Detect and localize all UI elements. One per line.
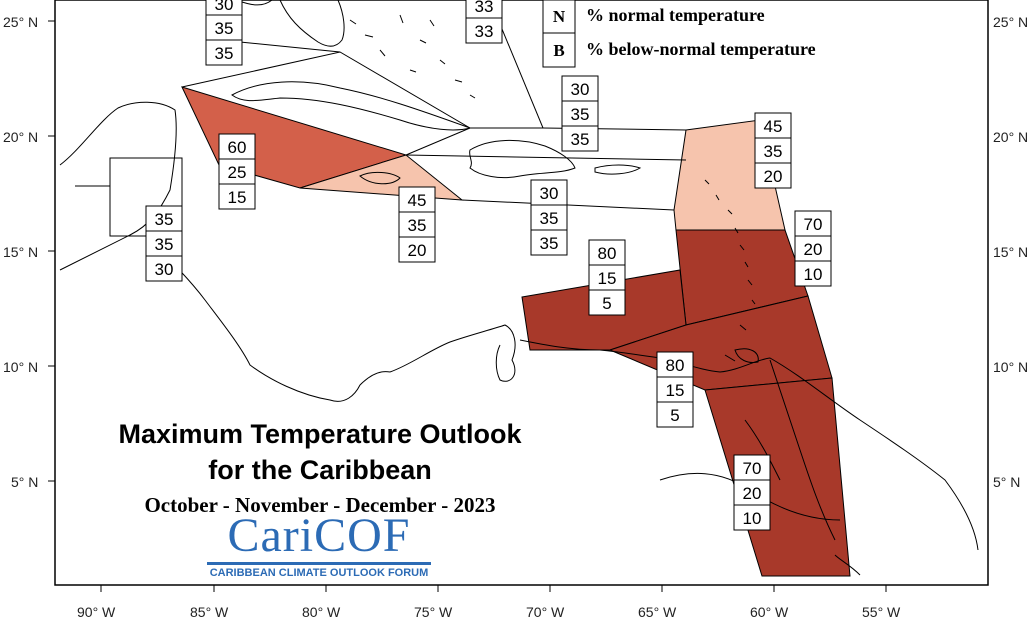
lon-label-90: 90° W bbox=[77, 604, 116, 620]
map-title-line2: for the Caribbean bbox=[208, 455, 432, 485]
lon-label-55: 55° W bbox=[862, 604, 901, 620]
lon-label-80: 80° W bbox=[302, 604, 341, 620]
lon-label-85: 85° W bbox=[190, 604, 229, 620]
prob-value: 5 bbox=[670, 406, 679, 425]
prob-box-jamaica: 45 35 20 bbox=[398, 186, 436, 263]
bahamas-islands bbox=[349, 14, 476, 99]
lesser-antilles bbox=[704, 179, 756, 362]
prob-box-abc-islands: 80 15 5 bbox=[588, 239, 626, 316]
prob-value: 70 bbox=[743, 459, 762, 478]
prob-value: 20 bbox=[408, 241, 427, 260]
florida-coast bbox=[235, 0, 345, 47]
lon-axis: 90° W 85° W 80° W 75° W 70° W 65° W 60° … bbox=[77, 585, 901, 620]
lat-label-5: 5° N bbox=[11, 474, 38, 490]
map-title-line1: Maximum Temperature Outlook bbox=[118, 419, 522, 449]
lat-label-15: 15° N bbox=[3, 244, 38, 260]
prob-value: 35 bbox=[540, 234, 559, 253]
lat-label-25: 25° N bbox=[3, 14, 38, 30]
prob-value: 45 bbox=[408, 191, 427, 210]
prob-value: 35 bbox=[408, 216, 427, 235]
lat-label-20-right: 20° N bbox=[993, 129, 1028, 145]
prob-box-belize: 35 35 30 bbox=[145, 205, 183, 282]
prob-value: 35 bbox=[215, 19, 234, 38]
legend-text-normal: % normal temperature bbox=[586, 5, 765, 25]
zone-guianas bbox=[704, 377, 851, 577]
probability-boxes: 30 35 35 33 33 30 35 35 60 25 15 35 bbox=[145, 0, 832, 531]
prob-value: 35 bbox=[571, 130, 590, 149]
prob-value: 15 bbox=[228, 188, 247, 207]
legend-key-normal: N bbox=[553, 7, 566, 26]
logo-tagline: CARIBBEAN CLIMATE OUTLOOK FORUM bbox=[209, 567, 429, 579]
prob-value: 15 bbox=[598, 269, 617, 288]
caricof-logo: CariCOF CARIBBEAN CLIMATE OUTLOOK FORUM bbox=[203, 512, 435, 579]
lat-label-20: 20° N bbox=[3, 129, 38, 145]
logo-divider bbox=[207, 562, 431, 565]
prob-value: 15 bbox=[666, 381, 685, 400]
lat-label-25-right: 25° N bbox=[993, 14, 1028, 30]
prob-value: 35 bbox=[540, 209, 559, 228]
prob-value: 60 bbox=[228, 138, 247, 157]
trinidad-coast bbox=[734, 348, 759, 363]
prob-value: 20 bbox=[743, 484, 762, 503]
legend-text-below: % below-normal temperature bbox=[586, 39, 816, 59]
prob-value: 35 bbox=[155, 210, 174, 229]
prob-value: 20 bbox=[764, 167, 783, 186]
prob-value: 33 bbox=[475, 22, 494, 41]
prob-value: 35 bbox=[215, 44, 234, 63]
prob-box-cayman: 60 25 15 bbox=[218, 133, 256, 210]
legend-key-below: B bbox=[553, 41, 564, 60]
lat-label-10-right: 10° N bbox=[993, 359, 1028, 375]
prob-value: 35 bbox=[571, 105, 590, 124]
coastlines bbox=[59, 0, 979, 576]
lon-label-75: 75° W bbox=[414, 604, 453, 620]
prob-value: 25 bbox=[228, 163, 247, 182]
prob-value: 35 bbox=[155, 235, 174, 254]
lon-label-60: 60° W bbox=[750, 604, 789, 620]
prob-box-turks-caicos: 30 35 35 bbox=[561, 75, 599, 152]
zone-boundaries bbox=[75, 0, 687, 237]
prob-value: 10 bbox=[743, 509, 762, 528]
central-america-coast bbox=[59, 101, 391, 402]
logo-wordmark: CariCOF bbox=[227, 509, 411, 562]
cuba-coast bbox=[231, 81, 472, 131]
lat-axis-left: 25° N 20° N 15° N 10° N 5° N bbox=[3, 14, 55, 490]
prob-value: 5 bbox=[602, 294, 611, 313]
prob-value: 20 bbox=[804, 240, 823, 259]
prob-value: 33 bbox=[475, 0, 494, 16]
hispaniola-coast bbox=[469, 139, 576, 179]
lat-label-10: 10° N bbox=[3, 359, 38, 375]
puerto-rico-coast bbox=[594, 164, 642, 175]
prob-value: 35 bbox=[764, 142, 783, 161]
map-frame bbox=[54, 0, 989, 586]
prob-box-bahamas-west: 30 35 35 bbox=[205, 0, 243, 66]
map-subtitle: October - November - December - 2023 bbox=[144, 493, 496, 517]
legend: N B % normal temperature % below-normal … bbox=[542, 0, 816, 68]
prob-value: 80 bbox=[598, 244, 617, 263]
prob-value: 30 bbox=[215, 0, 234, 14]
prob-box-bahamas-east: 33 33 bbox=[465, 0, 503, 44]
prob-value: 30 bbox=[540, 184, 559, 203]
lon-label-65: 65° W bbox=[638, 604, 677, 620]
prob-value: 10 bbox=[804, 265, 823, 284]
prob-box-trinidad: 80 15 5 bbox=[656, 351, 694, 428]
prob-value: 70 bbox=[804, 215, 823, 234]
lat-label-15-right: 15° N bbox=[993, 244, 1028, 260]
prob-box-windward-islands: 70 20 10 bbox=[794, 210, 832, 287]
south-america-coast bbox=[389, 324, 979, 576]
jamaica-coast bbox=[359, 171, 401, 185]
lat-label-5-right: 5° N bbox=[993, 474, 1020, 490]
prob-value: 30 bbox=[155, 260, 174, 279]
prob-value: 80 bbox=[666, 356, 685, 375]
lon-label-70: 70° W bbox=[526, 604, 565, 620]
prob-value: 30 bbox=[571, 80, 590, 99]
prob-box-guianas: 70 20 10 bbox=[733, 454, 771, 531]
prob-box-hispaniola-south: 30 35 35 bbox=[530, 179, 568, 256]
lat-axis-right: 25° N 20° N 15° N 10° N 5° N bbox=[993, 14, 1028, 490]
prob-value: 45 bbox=[764, 117, 783, 136]
prob-box-leeward-islands: 45 35 20 bbox=[754, 112, 792, 189]
